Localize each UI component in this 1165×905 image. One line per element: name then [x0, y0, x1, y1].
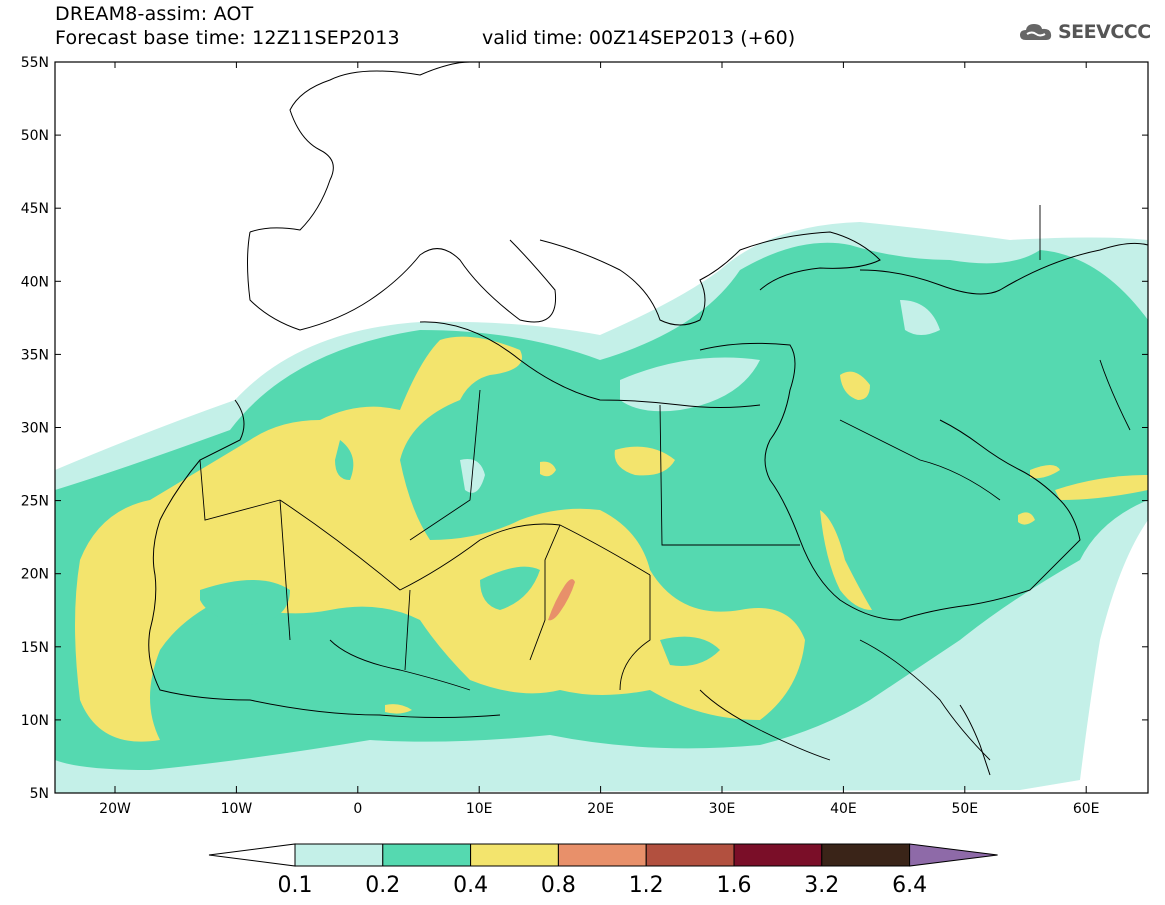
lon-label: 10E [466, 801, 493, 817]
colorbar-swatch [470, 843, 559, 867]
colorbar-right-arrow [909, 843, 998, 867]
colorbar-level-label: 3.2 [804, 873, 839, 898]
lon-label: 20W [99, 801, 131, 817]
colorbar-level-label: 1.6 [717, 873, 752, 898]
lat-label: 15N [21, 640, 49, 656]
lat-label: 5N [30, 786, 49, 802]
lat-label: 45N [21, 201, 49, 217]
aot-band-0.2 [55, 242, 1148, 770]
lon-label: 40E [830, 801, 857, 817]
colorbar-swatch [557, 843, 647, 867]
lat-label: 20N [21, 567, 49, 583]
lon-label: 20E [587, 801, 614, 817]
colorbar-left-arrow [208, 843, 296, 867]
colorbar-swatch [382, 843, 472, 867]
logo-text: SEEVCCC [1058, 21, 1151, 43]
coastlines [148, 62, 1148, 776]
aot-band-0.8 [548, 579, 575, 621]
lat-label: 10N [21, 713, 49, 729]
borders [199, 205, 1131, 761]
base-time: Forecast base time: 12Z11SEP2013 [55, 27, 400, 49]
aot-band-0.4 [75, 336, 805, 742]
colorbar-swatch [294, 843, 384, 867]
seevccc-logo: SEEVCCC [1018, 20, 1151, 44]
colorbar-level-label: 0.8 [541, 873, 576, 898]
lat-label: 50N [21, 128, 49, 144]
colorbar-level-label: 6.4 [892, 873, 927, 898]
lat-label: 55N [21, 55, 49, 71]
lon-label: 0 [353, 801, 362, 817]
aot-field [55, 222, 1148, 793]
lat-label: 30N [21, 421, 49, 437]
lon-label: 60E [1073, 801, 1100, 817]
lat-label: 25N [21, 494, 49, 510]
lat-label: 35N [21, 347, 49, 363]
lon-label: 30E [709, 801, 736, 817]
lat-label: 40N [21, 274, 49, 290]
colorbar-level-label: 0.2 [365, 873, 400, 898]
colorbar: 0.1 0.2 0.4 0.8 1.2 1.6 3.2 6.4 [208, 843, 998, 898]
valid-time: valid time: 00Z14SEP2013 (+60) [482, 27, 796, 49]
lon-label: 10W [221, 801, 253, 817]
lon-label: 50E [951, 801, 978, 817]
colorbar-swatch [733, 843, 823, 867]
colorbar-level-label: 0.1 [278, 873, 313, 898]
colorbar-level-label: 0.4 [453, 873, 488, 898]
colorbar-level-label: 1.2 [629, 873, 664, 898]
cloud-icon [1020, 24, 1052, 40]
colorbar-swatch [821, 843, 911, 867]
map-title: DREAM8-assim: AOT [55, 3, 254, 25]
colorbar-swatch [645, 843, 735, 867]
